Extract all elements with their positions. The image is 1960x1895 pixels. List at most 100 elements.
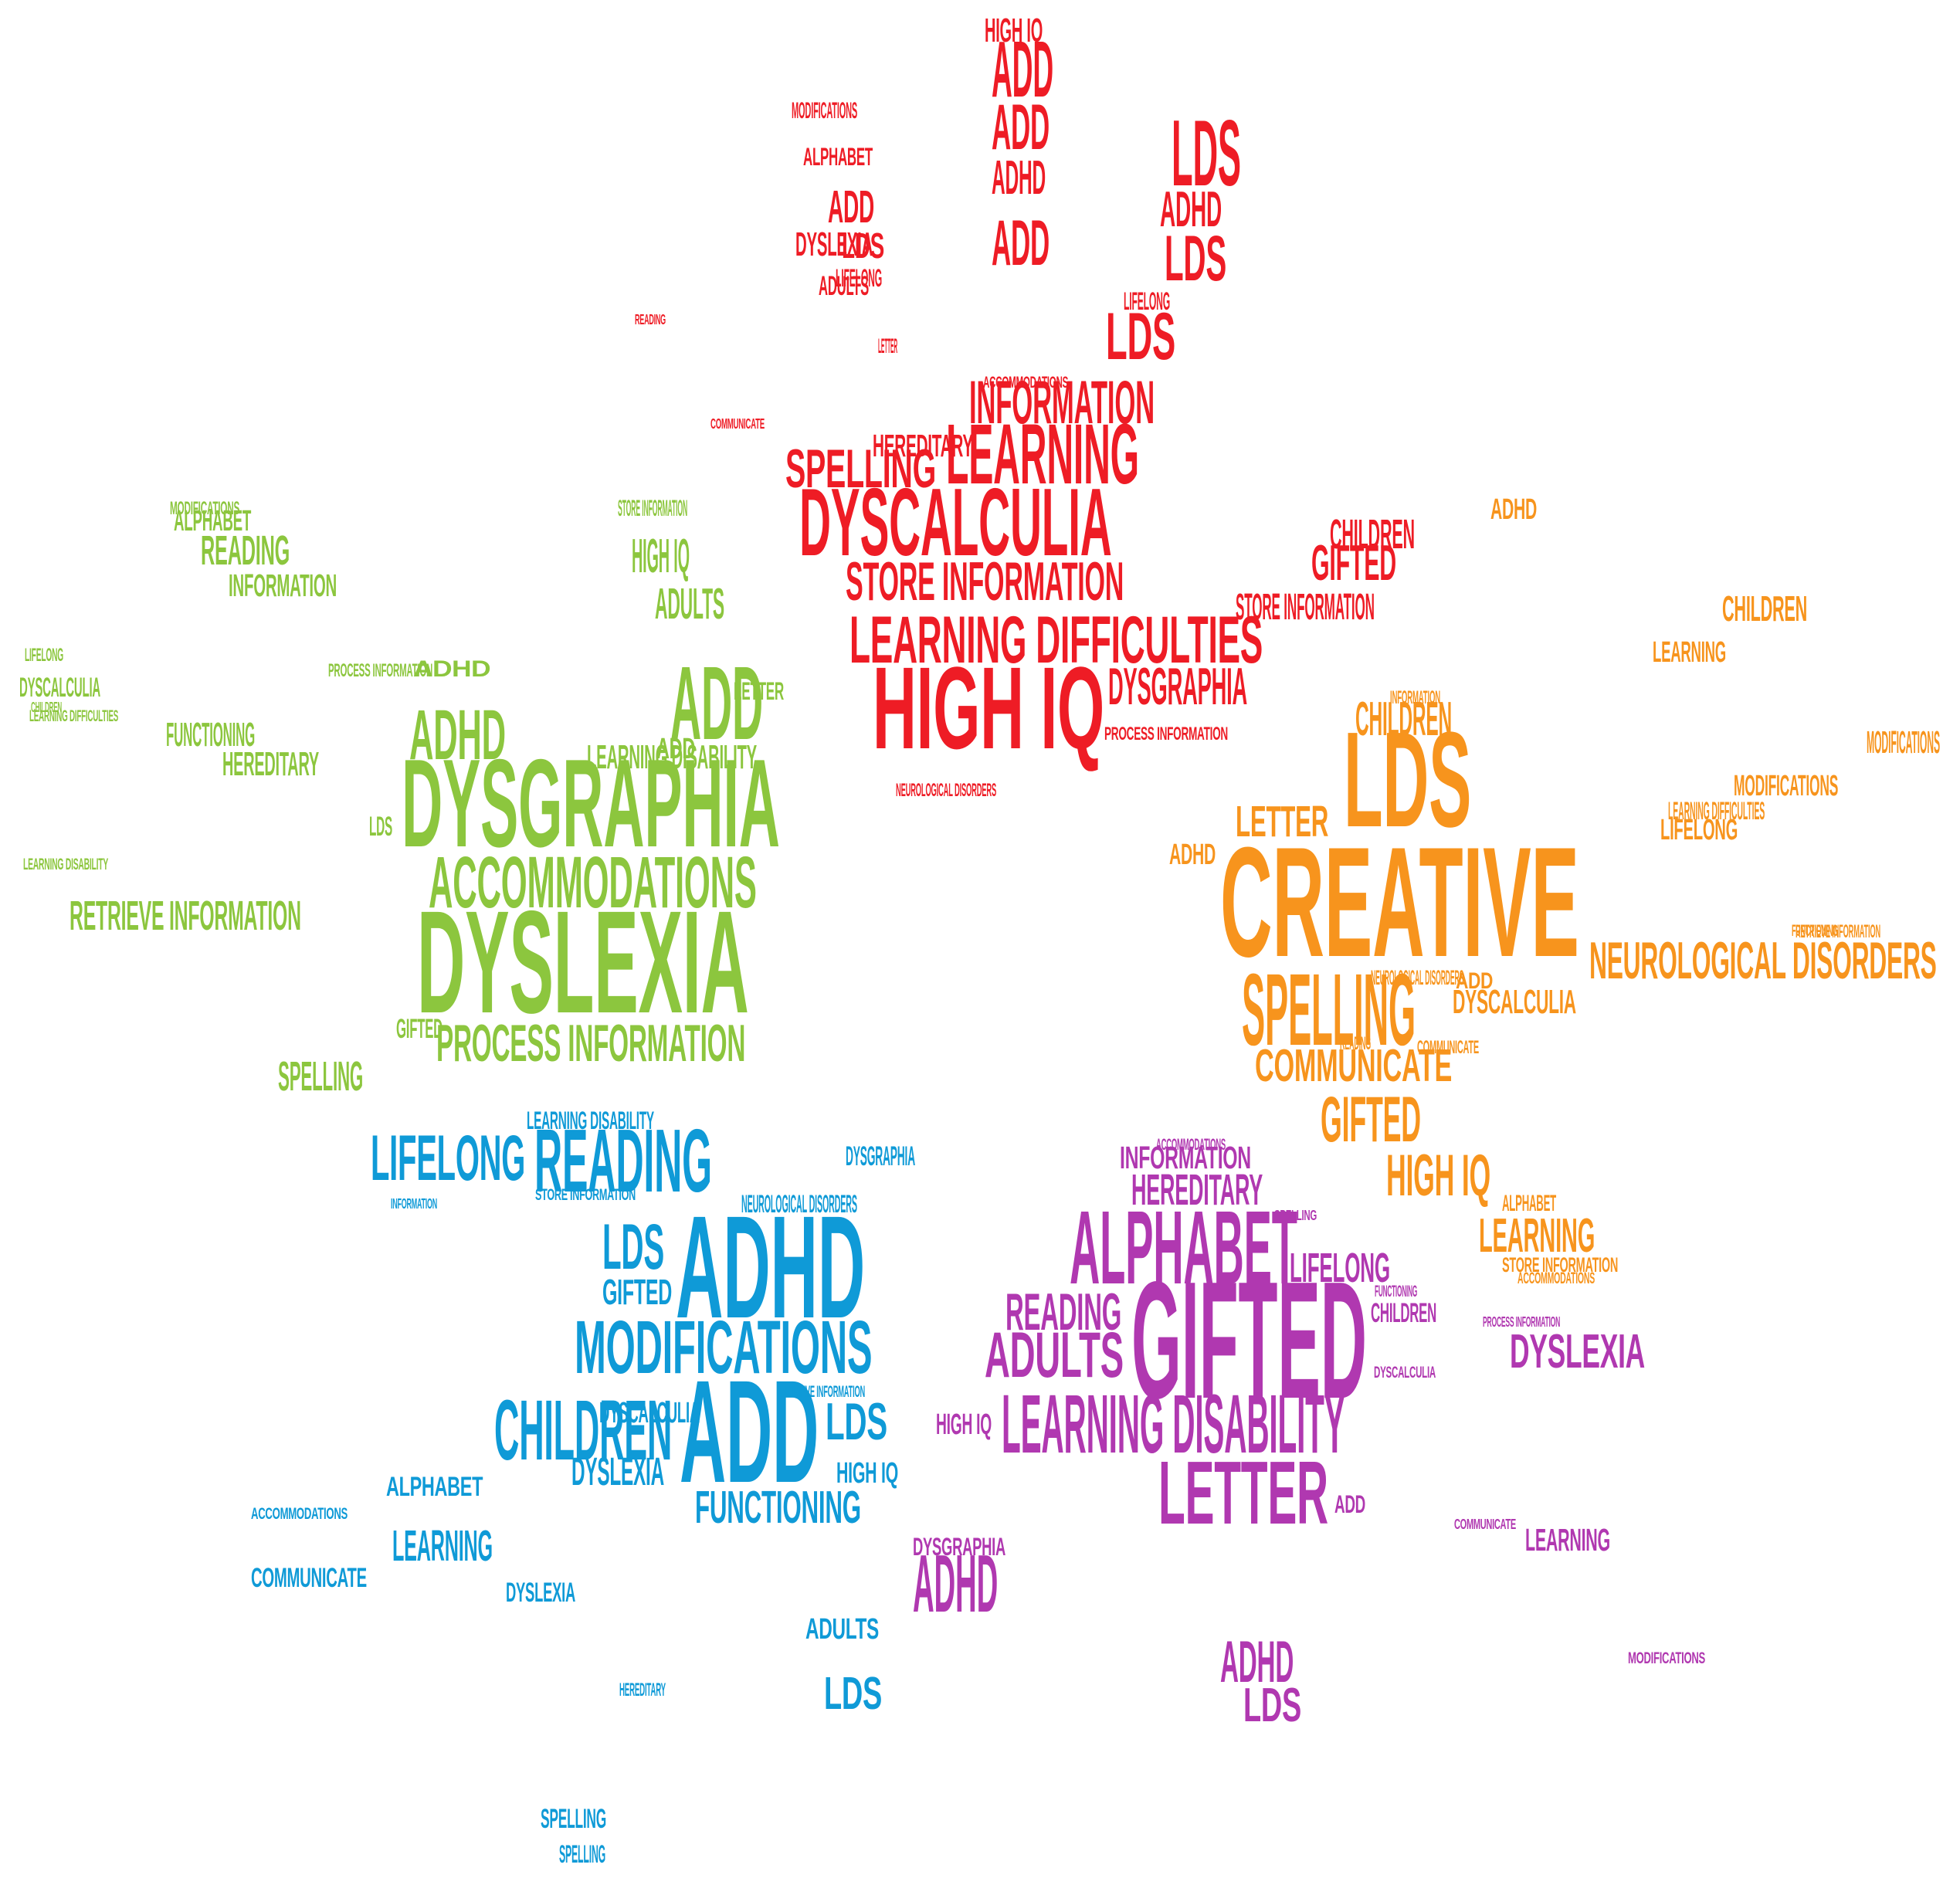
purple-hand-word: ADHD — [913, 1538, 999, 1629]
red-hand-word: SPELLING — [785, 437, 936, 499]
blue-hand-word: DYSGRAPHIA — [846, 1141, 915, 1171]
blue-hand-word: DYSLEXIA — [571, 1448, 664, 1493]
orange-hand-word: ACCOMMODATIONS — [1517, 1267, 1595, 1287]
blue-hand-word: LEARNING DISABILITY — [527, 1106, 654, 1134]
green-hand-word: FUNCTIONING — [166, 717, 256, 754]
green-hand-word: ADHD — [409, 695, 506, 775]
orange-hand-word: NEUROLOGICAL DISORDERS — [1589, 932, 1937, 991]
purple-hand-word: LEARNING DISABILITY — [1002, 1377, 1345, 1471]
purple-hand-word: FUNCTIONING — [1375, 1280, 1418, 1300]
blue-hand-word: LIFELONG — [371, 1121, 526, 1195]
purple-hand-word: INFORMATION — [1120, 1139, 1251, 1175]
blue-hand-word: LDS — [824, 1667, 882, 1720]
green-hand-word: ADD — [656, 733, 696, 766]
red-hand-word: ADD — [992, 25, 1053, 114]
red-hand-word: DYSLEXIA — [795, 226, 873, 264]
red-hand-word: LDS — [842, 225, 884, 266]
orange-hand-word: FUNCTIONING — [1792, 920, 1838, 940]
red-hand-word: LDS — [1165, 222, 1227, 295]
red-hand-word: DYSCALCULIA — [799, 469, 1112, 577]
red-hand-word: DYSGRAPHIA — [1108, 658, 1248, 717]
purple-hand-word: SPELLING — [1274, 1208, 1317, 1225]
red-hand-word: ADD — [992, 90, 1050, 164]
orange-hand-word: ALPHABET — [1502, 1191, 1556, 1217]
purple-hand-word: MODIFICATIONS — [1628, 1647, 1705, 1667]
green-hand-word: ADHD — [413, 656, 491, 683]
blue-hand-word: LDS — [826, 1393, 887, 1452]
green-hand-word: HIGH IQ — [632, 529, 690, 583]
purple-hand-word: GIFTED — [1131, 1246, 1367, 1433]
orange-hand-word: HIGH IQ — [1386, 1142, 1491, 1209]
orange-hand-word: CHILDREN — [1355, 692, 1453, 746]
red-hand-word: MODIFICATIONS — [792, 98, 858, 124]
blue-hand-word: INFORMATION — [391, 1196, 438, 1213]
red-hand-word: ADD — [828, 181, 875, 233]
orange-hand-word: STORE INFORMATION — [1502, 1253, 1619, 1276]
blue-hand-word: HIGH IQ — [836, 1457, 899, 1490]
green-hand-word: PROCESS INFORMATION — [328, 660, 433, 682]
purple-hand-word: LDS — [1243, 1678, 1301, 1732]
green-hand-word: SPELLING — [278, 1053, 364, 1100]
blue-hand-word: LEARNING — [392, 1521, 493, 1571]
purple-hand-word: LIFELONG — [1290, 1245, 1390, 1292]
blue-hand-word: MODIFICATIONS — [575, 1304, 873, 1389]
blue-hand-word: RETRIEVE INFORMATION — [780, 1381, 866, 1401]
red-hand-word: NEUROLOGICAL DISORDERS — [896, 780, 997, 802]
orange-hand-word: ADD — [1456, 968, 1494, 995]
green-hand-word: MODIFICATIONS — [170, 498, 240, 520]
orange-hand-word: LIFELONG — [1660, 814, 1738, 847]
orange-hand-word: NEUROLOGICAL DISORDERS — [1371, 965, 1464, 989]
orange-hand-word: LEARNING — [1479, 1209, 1595, 1263]
red-hand-word: ACCOMMODATIONS — [983, 371, 1069, 392]
red-hand-word: HIGH IQ — [873, 642, 1104, 774]
green-hand-word: ACCOMMODATIONS — [429, 842, 757, 924]
green-hand-word: ADD — [670, 644, 763, 761]
green-hand-word: PROCESS INFORMATION — [436, 1015, 746, 1073]
green-hand-word: LEARNING DISABILITY — [23, 853, 109, 873]
blue-hand-word: READING — [534, 1110, 712, 1211]
purple-hand-word: HEREDITARY — [1131, 1165, 1263, 1215]
orange-hand-word: CREATIVE — [1220, 815, 1579, 990]
red-hand-word: COMMUNICATE — [710, 416, 765, 433]
orange-hand-word: ADHD — [1490, 493, 1538, 527]
purple-hand-word: HIGH IQ — [936, 1409, 992, 1442]
orange-hand-word: MODIFICATIONS — [1734, 770, 1839, 803]
red-hand-word: LIFELONG — [1124, 286, 1171, 315]
green-hand-word: GIFTED — [396, 1013, 443, 1044]
red-hand-word: ADULTS — [819, 270, 870, 301]
green-hand-word: DYSCALCULIA — [19, 672, 100, 703]
red-hand-word: HIGH IQ — [985, 12, 1043, 50]
green-hand-word: ALPHABET — [174, 505, 252, 538]
green-hand-word: LEARNING DIFFICULTIES — [29, 705, 119, 725]
purple-hand-word: CHILDREN — [1371, 1297, 1437, 1328]
red-hand-word: ADHD — [1160, 181, 1222, 238]
orange-hand-word: SPELLING — [1242, 952, 1416, 1067]
red-hand-word: ALPHABET — [803, 142, 873, 171]
green-hand-word: CHILDREN — [31, 700, 62, 717]
green-hand-word: DYSGRAPHIA — [402, 733, 780, 873]
red-hand-word: PROCESS INFORMATION — [1104, 724, 1228, 745]
orange-hand-word: COMMUNICATE — [1417, 1037, 1479, 1059]
red-hand-word: INFORMATION — [969, 368, 1155, 437]
blue-hand-word: HEREDITARY — [619, 1680, 666, 1701]
orange-hand-word: LEARNING DIFFICULTIES — [1668, 796, 1765, 825]
green-hand-word: LEARNING DISABILITY — [587, 739, 757, 777]
red-hand-word: STORE INFORMATION — [1236, 586, 1375, 629]
purple-hand-word: DYSLEXIA — [1510, 1324, 1645, 1378]
blue-hand-word: ACCOMMODATIONS — [251, 1503, 348, 1523]
purple-hand-word: DYSCALCULIA — [1374, 1361, 1436, 1381]
purple-hand-word: ADULTS — [985, 1318, 1124, 1392]
blue-hand-word: CHILDREN — [494, 1382, 673, 1478]
red-hand-word: LETTER — [878, 334, 897, 358]
orange-hand-word: LETTER — [1236, 797, 1329, 846]
green-hand-word: RETRIEVE INFORMATION — [70, 893, 301, 940]
purple-hand-word: COMMUNICATE — [1454, 1517, 1516, 1534]
purple-hand-word: ACCOMMODATIONS — [1156, 1134, 1226, 1154]
red-hand-word: ADHD — [992, 151, 1046, 205]
red-hand-word: READING — [635, 312, 666, 329]
red-hand-word: CHILDREN — [1330, 511, 1415, 558]
blue-hand-word: DYSLEXIA — [506, 1577, 576, 1608]
green-hand-word: STORE INFORMATION — [618, 496, 688, 522]
blue-hand-word: STORE INFORMATION — [535, 1184, 636, 1204]
